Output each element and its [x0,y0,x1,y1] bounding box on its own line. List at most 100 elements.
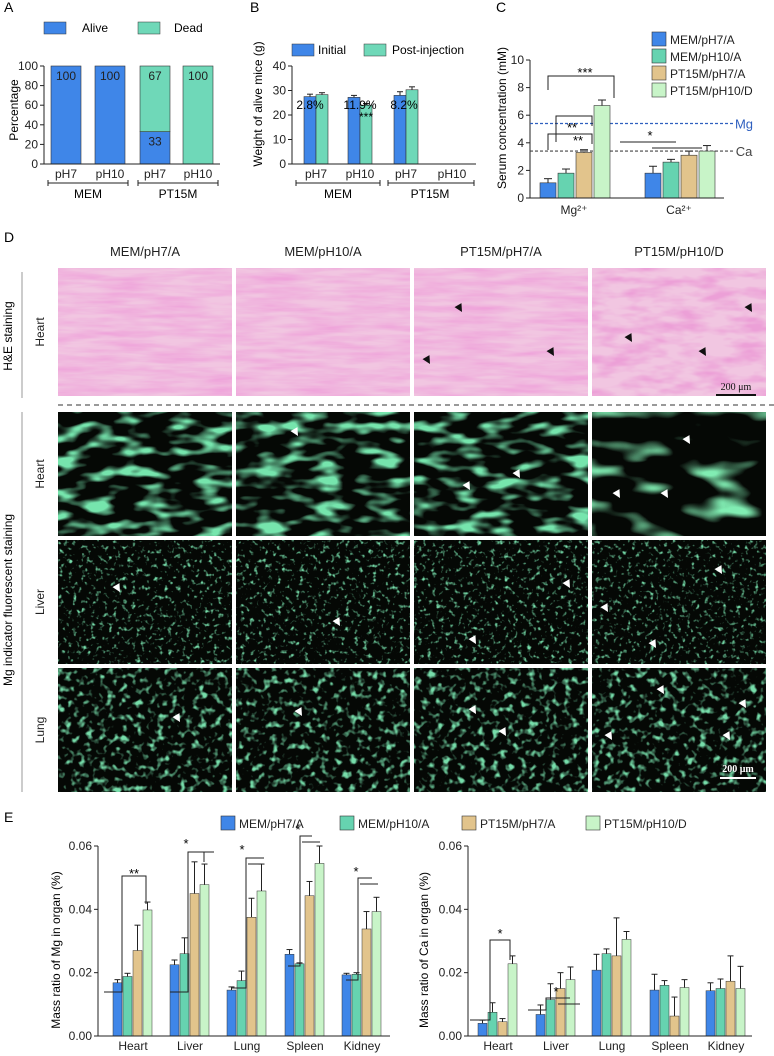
organ-bar [122,976,133,1037]
panel-e-ca-bars [468,917,752,1037]
serum-bar [698,150,716,199]
reference-label-ca: Ca [736,144,753,159]
e-mg-sig-lung: * [239,842,244,857]
x-tick-label: Heart [118,1039,148,1053]
panel-c-bars [530,99,724,199]
arrowhead-marker [546,347,554,356]
tile-texture [236,540,410,664]
row-label: Liver [33,589,47,615]
e-mg-sig-spleen: * [295,822,300,837]
organ-bar [669,1015,680,1037]
panel-b-bars [292,86,476,165]
group-label-mem-b: MEM [324,187,352,201]
x-tick-label: Kidney [708,1039,745,1053]
x-tick-label: Liver [543,1039,569,1053]
x-tick-label: Lung [599,1039,626,1053]
y-tick-label: 0.06 [439,839,463,853]
panel-a: A Percentage Alive Dead 0 20 40 60 80 100 100… [4,0,220,201]
y-tick-label: 8 [517,81,524,95]
organ-bar [132,950,143,1037]
x-tick-label: pH7 [395,167,417,181]
organ-bar [735,988,746,1037]
panel-b-ylabel: Weight of alive mice (g) [251,41,265,166]
x-tick-label: Heart [483,1039,513,1053]
organ-bar [611,955,622,1037]
y-tick-label: 0.06 [69,839,93,853]
e-ca-sig-heart: * [497,926,502,941]
legend-label: MEM/pH10/A [358,817,429,831]
y-tick-label: 10 [273,133,287,147]
serum-bar [539,182,557,199]
dead-bar [182,65,214,165]
arrowhead-marker [656,685,664,694]
column-header: MEM/pH10/A [284,244,362,259]
arrowhead-marker [714,565,722,574]
x-tick-label: Mg²⁺ [561,203,588,217]
arrowhead-marker [172,713,180,722]
organ-bar [649,989,660,1037]
annotation-mem-ph10: 11.9% [343,98,376,112]
organ-bar [142,909,153,1037]
arrowhead-marker [468,705,476,714]
serum-bar [644,172,662,199]
arrowhead-marker [112,583,120,592]
organ-bar [621,939,632,1037]
tile-texture [414,268,588,396]
y-tick-label: 20 [273,108,287,122]
x-tick-label: pH7 [144,167,166,181]
arrowhead-marker [698,347,706,356]
micrograph-tile [236,412,410,536]
panel-b-y-axis: 0 10 20 30 40 [273,59,293,171]
panel-c-sig-4: * [647,128,652,143]
scale-bar-fluor-label: 200 μm [722,764,754,775]
arrowhead-marker [290,427,298,436]
x-tick-label: Kidney [344,1039,381,1053]
legend-label: PT15M/pH7/A [670,67,745,81]
y-tick-label: 100 [18,59,38,73]
legend-initial-label: Initial [318,43,346,57]
y-tick-label: 0.00 [439,1029,463,1043]
panel-c-sig-2: ** [567,120,577,135]
organ-bar [284,954,295,1037]
arrowhead-marker [604,731,612,740]
row-group-labels: H&E staining Mg indicator fluorescent st… [1,272,23,792]
y-tick-label: 0 [279,157,286,171]
serum-bar [557,172,575,199]
organ-bar [507,963,518,1037]
arrowhead-marker [682,435,690,444]
panel-e-mg-bars [98,845,390,1037]
legend-initial-swatch [291,43,315,57]
panel-d: D MEM/pH7/A MEM/pH10/A PT15M/pH7/A PT15M/pH… [1,229,774,792]
organ-bar [371,911,382,1037]
bar-value-label: 67 [148,69,162,83]
organ-bar [189,893,200,1037]
micrograph-tile [592,268,766,396]
organ-bar [487,1012,498,1037]
y-tick-label: 0 [517,191,524,205]
arrowhead-marker [600,603,608,612]
organ-bar [591,969,602,1037]
y-tick-label: 0.02 [69,966,93,980]
organ-bar [497,1021,508,1037]
micrograph-tile [592,540,766,664]
row-group-fluor: Mg indicator fluorescent staining [1,514,15,686]
panel-c-y-axis: 0 2 4 6 8 10 [511,53,531,205]
panel-e-letter: E [4,809,13,825]
organ-bar [535,1014,546,1037]
panel-c-sig-1: *** [577,65,592,80]
row-group-he: H&E staining [1,301,15,370]
micrograph-tile [58,412,232,536]
panel-e-ca-ylabel: Mass ratio of Ca in organ (%) [417,872,431,1028]
dead-bar [139,65,171,132]
arrowhead-marker [294,707,302,716]
y-tick-label: 60 [25,98,39,112]
legend-label: MEM/pH7/A [239,817,304,831]
arrowhead-marker [738,699,746,708]
arrowhead-marker [624,333,632,342]
tile-texture [414,412,588,536]
arrowhead-marker [648,639,656,648]
organ-bar [199,884,210,1037]
y-tick-label: 20 [25,137,39,151]
micrograph-tile [414,268,588,396]
